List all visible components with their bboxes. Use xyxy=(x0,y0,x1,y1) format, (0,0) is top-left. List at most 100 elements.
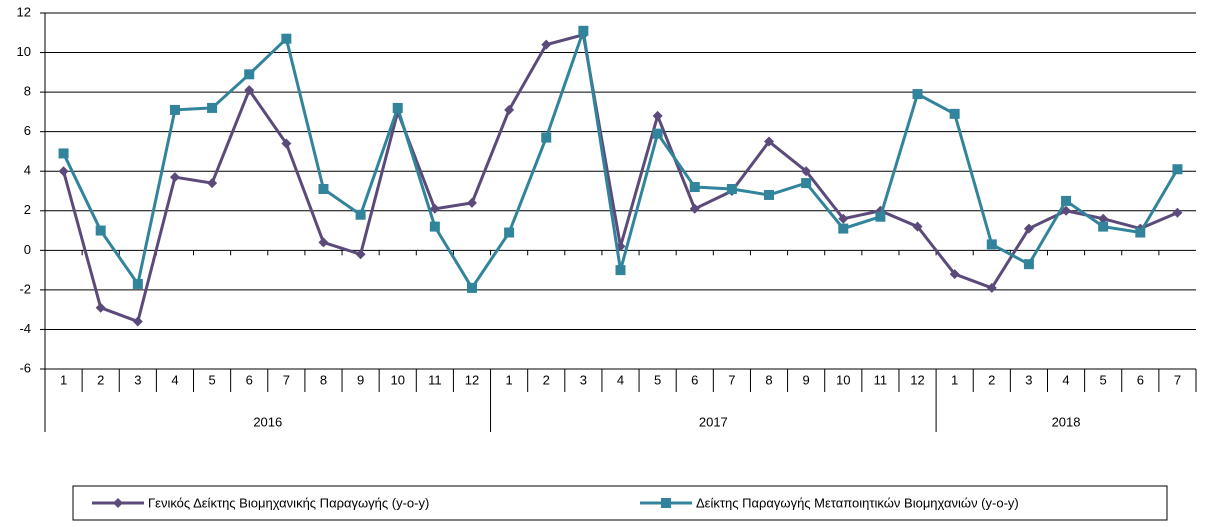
data-point xyxy=(578,25,589,36)
x-tick-label: 3 xyxy=(580,372,587,387)
data-point xyxy=(132,316,143,327)
y-tick-label: 2 xyxy=(24,202,31,217)
x-tick-label: 2 xyxy=(988,372,995,387)
data-point xyxy=(652,110,663,121)
data-point xyxy=(986,239,997,250)
data-point xyxy=(1135,227,1146,238)
x-tick-label: 4 xyxy=(617,372,624,387)
data-point xyxy=(949,108,960,119)
x-tick-label: 6 xyxy=(691,372,698,387)
data-point xyxy=(355,249,366,260)
data-point xyxy=(355,209,366,220)
x-tick-label: 11 xyxy=(874,372,888,387)
data-point xyxy=(949,269,960,280)
data-point xyxy=(132,278,143,289)
data-point xyxy=(429,221,440,232)
x-tick-label: 9 xyxy=(357,372,364,387)
x-tick-label: 1 xyxy=(60,372,67,387)
data-point xyxy=(244,85,255,96)
data-point xyxy=(615,265,626,276)
data-point xyxy=(541,39,552,50)
x-tick-label: 10 xyxy=(390,372,404,387)
data-point xyxy=(318,237,329,248)
data-point xyxy=(1172,164,1183,175)
year-label: 2016 xyxy=(253,414,282,429)
data-point xyxy=(838,223,849,234)
data-point xyxy=(1023,259,1034,270)
x-tick-label: 11 xyxy=(428,372,442,387)
data-point xyxy=(801,178,812,189)
data-point xyxy=(504,227,515,238)
x-tick-label: 4 xyxy=(171,372,178,387)
x-tick-label: 6 xyxy=(246,372,253,387)
y-tick-label: 12 xyxy=(17,4,31,19)
x-tick-label: 2 xyxy=(543,372,550,387)
data-point xyxy=(1172,207,1183,218)
y-tick-label: 0 xyxy=(24,242,31,257)
x-tick-label: 2 xyxy=(97,372,104,387)
data-point xyxy=(764,189,775,200)
y-tick-label: 4 xyxy=(24,163,31,178)
x-tick-label: 1 xyxy=(505,372,512,387)
x-tick-label: 7 xyxy=(1174,372,1181,387)
x-tick-label: 8 xyxy=(765,372,772,387)
x-tick-label: 8 xyxy=(320,372,327,387)
legend-label: Γενικός Δείκτης Βιομηχανικής Παραγωγής (… xyxy=(148,495,429,510)
data-point xyxy=(207,178,218,189)
data-point xyxy=(912,89,923,100)
data-point xyxy=(95,302,106,313)
data-point xyxy=(169,104,180,115)
x-tick-label: 5 xyxy=(654,372,661,387)
x-tick-label: 5 xyxy=(1100,372,1107,387)
x-tick-label: 12 xyxy=(910,372,924,387)
data-point xyxy=(466,197,477,208)
data-point xyxy=(1023,223,1034,234)
y-tick-label: 6 xyxy=(24,123,31,138)
x-tick-label: 7 xyxy=(283,372,290,387)
data-point xyxy=(1098,221,1109,232)
data-point xyxy=(1061,195,1072,206)
data-point xyxy=(466,282,477,293)
data-point xyxy=(504,104,515,115)
data-point xyxy=(875,211,886,222)
y-tick-label: -2 xyxy=(19,281,31,296)
legend-label: Δείκτης Παραγωγής Μεταποιητικών Βιομηχαν… xyxy=(696,495,1019,510)
legend-box xyxy=(72,485,1168,521)
data-point xyxy=(244,69,255,80)
data-point xyxy=(838,213,849,224)
data-point xyxy=(392,102,403,113)
year-label: 2018 xyxy=(1052,414,1081,429)
y-tick-label: -4 xyxy=(19,321,31,336)
data-point xyxy=(689,203,700,214)
x-tick-label: 3 xyxy=(1025,372,1032,387)
x-tick-label: 10 xyxy=(836,372,850,387)
data-point xyxy=(912,221,923,232)
x-tick-label: 7 xyxy=(728,372,735,387)
data-point xyxy=(318,184,329,195)
x-tick-label: 5 xyxy=(208,372,215,387)
data-point xyxy=(281,138,292,149)
x-tick-label: 6 xyxy=(1137,372,1144,387)
year-label: 2017 xyxy=(699,414,728,429)
x-tick-label: 4 xyxy=(1062,372,1069,387)
data-point xyxy=(169,172,180,183)
data-point xyxy=(429,203,440,214)
data-point xyxy=(764,136,775,147)
data-point xyxy=(95,225,106,236)
x-tick-label: 9 xyxy=(803,372,810,387)
data-point xyxy=(58,166,69,177)
data-point xyxy=(281,33,292,44)
data-point xyxy=(541,132,552,143)
x-tick-label: 1 xyxy=(951,372,958,387)
data-point xyxy=(801,166,812,177)
y-tick-label: -6 xyxy=(19,360,31,375)
data-point xyxy=(986,282,997,293)
data-point xyxy=(58,148,69,159)
data-point xyxy=(661,498,671,508)
x-tick-label: 3 xyxy=(134,372,141,387)
y-tick-label: 10 xyxy=(17,44,31,59)
data-point xyxy=(689,182,700,193)
data-point xyxy=(207,102,218,113)
data-point xyxy=(113,498,123,508)
data-point xyxy=(1098,213,1109,224)
